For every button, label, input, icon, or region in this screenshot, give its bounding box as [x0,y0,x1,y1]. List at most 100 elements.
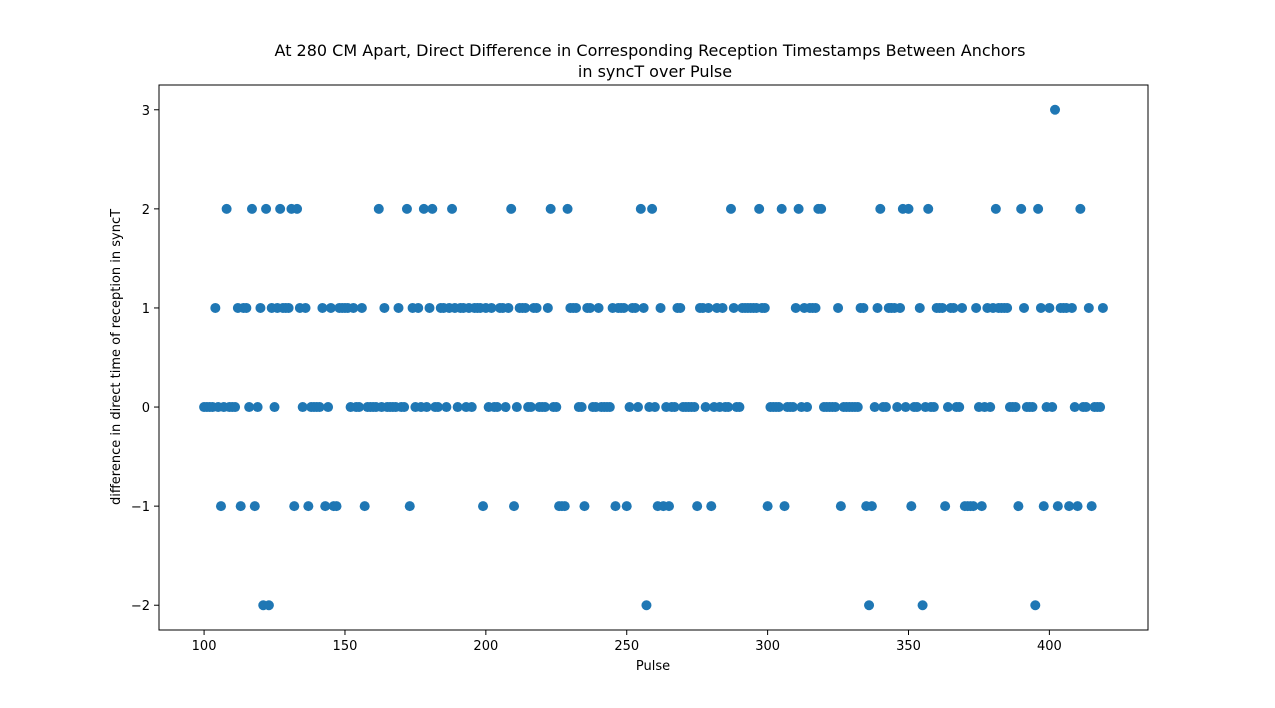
data-point [852,402,863,413]
data-point [1016,203,1027,214]
data-point [230,402,241,413]
data-point [703,302,714,313]
data-point [354,402,365,413]
data-point [418,203,429,214]
y-tick-label: 0 [142,401,150,416]
data-point [1050,104,1061,115]
data-point [511,402,522,413]
data-point [793,203,804,214]
data-point [610,501,621,512]
data-point [948,302,959,313]
data-point [1097,302,1108,313]
data-point [393,302,404,313]
data-point [1027,402,1038,413]
chart-title-line1: At 280 CM Apart, Direct Difference in Co… [275,41,1026,60]
data-point [320,501,331,512]
data-point [1095,402,1106,413]
data-point [833,302,844,313]
data-point [692,501,703,512]
data-point [432,402,443,413]
data-point [492,402,503,413]
data-point [976,501,987,512]
data-point [545,203,556,214]
plot-frame [158,84,1149,631]
data-point [331,501,342,512]
x-axis-ticks: 100 150 200 250 300 350 400 [192,630,1062,654]
data-point [647,203,658,214]
data-point [478,501,489,512]
data-point [466,402,477,413]
x-tick-label: 350 [896,639,921,654]
data-point [1081,402,1092,413]
data-point [957,302,968,313]
data-point [923,203,934,214]
data-point [509,501,520,512]
data-points [199,104,1108,611]
data-point [875,203,886,214]
y-tick-label: 1 [142,302,150,317]
data-point [542,302,553,313]
x-tick-label: 300 [755,639,780,654]
data-point [900,402,911,413]
chart-title-line2: in syncT over Pulse [578,62,732,81]
data-point [1052,501,1063,512]
data-point [669,402,680,413]
data-point [655,302,666,313]
data-point [283,302,294,313]
data-point [706,501,717,512]
data-point [289,501,300,512]
data-point [500,402,511,413]
y-axis-label: difference in direct time of reception i… [109,209,124,505]
data-point [235,501,246,512]
data-point [269,402,280,413]
data-point [630,302,641,313]
data-point [275,203,286,214]
data-point [914,302,925,313]
data-point [576,402,587,413]
data-point [734,402,745,413]
y-tick-label: −2 [131,599,150,614]
data-point [1033,203,1044,214]
data-point [787,402,798,413]
data-point [1002,302,1013,313]
data-point [906,501,917,512]
data-point [373,203,384,214]
data-point [531,302,542,313]
data-point [1064,501,1075,512]
data-point [937,302,948,313]
data-point [404,501,415,512]
data-point [241,302,252,313]
data-point [427,203,438,214]
data-point [776,203,787,214]
data-point [917,600,928,611]
data-point [447,203,458,214]
data-point [649,402,660,413]
data-point [675,302,686,313]
data-point [1013,501,1024,512]
data-point [323,402,334,413]
data-point [717,302,728,313]
data-point [585,302,596,313]
data-point [1075,203,1086,214]
data-point [911,402,922,413]
data-point [895,302,906,313]
data-point [869,402,880,413]
data-point [300,302,311,313]
data-point [700,402,711,413]
data-point [292,203,303,214]
x-tick-label: 250 [614,639,639,654]
data-point [624,402,635,413]
data-point [379,302,390,313]
data-point [317,302,328,313]
x-axis-label: Pulse [636,659,670,674]
data-point [303,501,314,512]
data-point [892,402,903,413]
data-point [830,402,841,413]
data-point [551,402,562,413]
data-point [520,302,531,313]
data-point [255,302,266,313]
data-point [816,203,827,214]
data-point [773,402,784,413]
y-tick-label: 2 [142,203,150,218]
